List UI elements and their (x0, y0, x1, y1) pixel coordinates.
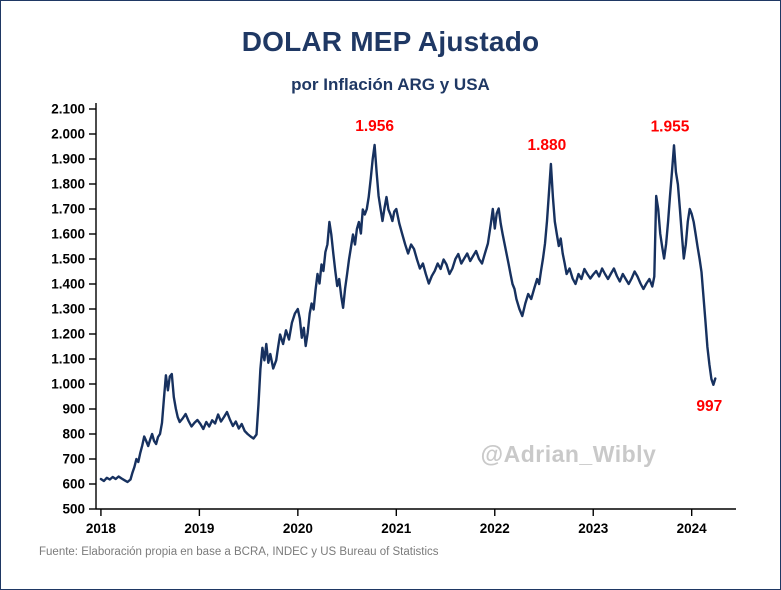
data-line (99, 143, 717, 484)
y-tick-label: 500 (62, 502, 85, 517)
y-tick-label: 1.900 (51, 152, 85, 167)
y-tick-label: 1.100 (51, 352, 85, 367)
annotation-label: 1.956 (355, 118, 394, 135)
y-tick-label: 1.000 (51, 377, 85, 392)
annotation-label: 1.880 (527, 137, 566, 154)
x-tick-label: 2020 (283, 521, 313, 536)
x-tick-label: 2024 (677, 521, 708, 536)
y-tick-label: 900 (62, 402, 85, 417)
y-tick-label: 1.800 (51, 177, 85, 192)
y-tick-label: 1.400 (51, 277, 85, 292)
x-tick-label: 2019 (184, 521, 214, 536)
x-tick-label: 2022 (480, 521, 510, 536)
annotation-label: 997 (696, 398, 722, 415)
y-tick-label: 700 (62, 452, 85, 467)
page-subtitle: por Inflación ARG y USA (291, 75, 490, 94)
y-tick-label: 2.000 (51, 127, 85, 142)
y-tick-label: 600 (62, 477, 85, 492)
y-tick-label: 800 (62, 427, 85, 442)
y-tick-label: 1.300 (51, 302, 85, 317)
page-title: DOLAR MEP Ajustado (241, 26, 540, 57)
y-tick-label: 2.100 (51, 102, 85, 117)
x-tick-label: 2021 (381, 521, 412, 536)
source-note: Fuente: Elaboración propia en base a BCR… (39, 546, 439, 558)
x-tick-label: 2018 (86, 521, 117, 536)
annotation-label: 1.955 (651, 118, 690, 135)
y-tick-label: 1.500 (51, 252, 85, 267)
y-tick-label: 1.600 (51, 227, 85, 242)
y-tick-label: 1.200 (51, 327, 85, 342)
x-tick-label: 2023 (578, 521, 609, 536)
watermark-text: @Adrian_Wibly (480, 441, 657, 467)
y-tick-label: 1.700 (51, 202, 85, 217)
